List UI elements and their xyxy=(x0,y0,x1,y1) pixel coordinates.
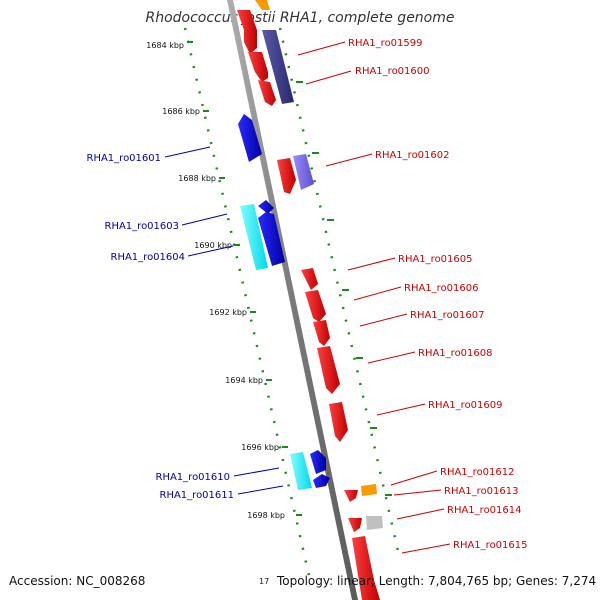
gene-label[interactable]: RHA1_ro01606 xyxy=(404,283,479,294)
genome-backbone xyxy=(227,0,358,600)
gene-label[interactable]: RHA1_ro01610 xyxy=(156,472,231,483)
gene-arrow[interactable] xyxy=(366,516,383,530)
gene-arrow[interactable] xyxy=(313,474,330,488)
gene-label[interactable]: RHA1_ro01601 xyxy=(87,153,162,164)
kbp-label: 1692 kbp xyxy=(209,308,247,317)
gene-label[interactable]: RHA1_ro01613 xyxy=(444,486,519,497)
left-leader-lines xyxy=(164,146,284,495)
gene-label[interactable]: RHA1_ro01604 xyxy=(111,252,186,263)
gene-label[interactable]: RHA1_ro01607 xyxy=(410,310,485,321)
accession-text: Accession: NC_008268 xyxy=(9,574,146,588)
gene-label[interactable]: RHA1_ro01615 xyxy=(453,540,528,551)
kbp-label: 1698 kbp xyxy=(247,511,285,520)
kbp-label: 1684 kbp xyxy=(146,41,184,50)
partial-kbp-label: 17 xyxy=(259,577,270,586)
gene-arrow[interactable] xyxy=(262,30,294,104)
gene-arrow[interactable] xyxy=(313,320,330,346)
map-title: Rhodococcus jostii RHA1, complete genome xyxy=(145,10,455,26)
gene-label[interactable]: RHA1_ro01605 xyxy=(398,254,473,265)
gene-arrow[interactable] xyxy=(361,484,377,496)
gene-arrow[interactable] xyxy=(238,114,262,162)
left-gene-labels: RHA1_ro01601 RHA1_ro01603 RHA1_ro01604 R… xyxy=(87,153,235,501)
kbp-label: 1688 kbp xyxy=(178,174,216,183)
left-major-ticks xyxy=(187,41,302,516)
left-strand-genes xyxy=(238,114,330,490)
gene-arrow[interactable] xyxy=(255,0,270,10)
kbp-label: 1694 kbp xyxy=(225,376,263,385)
gene-arrow[interactable] xyxy=(310,450,326,474)
kbp-labels: 1684 kbp 1686 kbp 1688 kbp 1690 kbp 1692… xyxy=(146,41,285,520)
gene-label[interactable]: RHA1_ro01602 xyxy=(375,150,450,161)
gene-label[interactable]: RHA1_ro01609 xyxy=(428,400,503,411)
gene-arrow[interactable] xyxy=(290,452,312,490)
gene-arrow[interactable] xyxy=(258,80,276,106)
gene-arrow[interactable] xyxy=(237,10,257,54)
gene-label[interactable]: RHA1_ro01599 xyxy=(348,38,423,49)
gene-arrow[interactable] xyxy=(352,536,380,600)
right-major-ticks xyxy=(296,81,392,496)
gene-arrow[interactable] xyxy=(301,268,318,290)
gene-label[interactable]: RHA1_ro01603 xyxy=(105,221,180,232)
gene-arrow[interactable] xyxy=(293,154,314,190)
right-leader-lines xyxy=(297,41,451,554)
right-gene-labels: RHA1_ro01599 RHA1_ro01600 RHA1_ro01602 R… xyxy=(348,38,528,551)
kbp-label: 1690 kbp xyxy=(194,241,232,250)
gene-arrow[interactable] xyxy=(317,346,340,394)
gene-label[interactable]: RHA1_ro01600 xyxy=(355,66,430,77)
gene-arrow[interactable] xyxy=(344,490,358,502)
gene-arrow[interactable] xyxy=(240,204,268,270)
gene-arrow[interactable] xyxy=(248,52,268,82)
kbp-label: 1686 kbp xyxy=(162,107,200,116)
topology-text: Topology: linear; Length: 7,804,765 bp; … xyxy=(277,574,597,588)
gene-arrow[interactable] xyxy=(277,158,296,194)
gene-label[interactable]: RHA1_ro01614 xyxy=(447,505,522,516)
gene-arrow[interactable] xyxy=(258,212,285,266)
gene-arrow[interactable] xyxy=(305,290,326,322)
gene-label[interactable]: RHA1_ro01608 xyxy=(418,348,493,359)
gene-label[interactable]: RHA1_ro01612 xyxy=(440,467,515,478)
gene-label[interactable]: RHA1_ro01611 xyxy=(160,490,235,501)
gene-arrow[interactable] xyxy=(258,200,274,214)
right-strand-genes xyxy=(237,0,383,600)
kbp-label: 1696 kbp xyxy=(241,443,279,452)
gene-arrow[interactable] xyxy=(348,518,362,532)
gene-arrow[interactable] xyxy=(329,402,348,442)
